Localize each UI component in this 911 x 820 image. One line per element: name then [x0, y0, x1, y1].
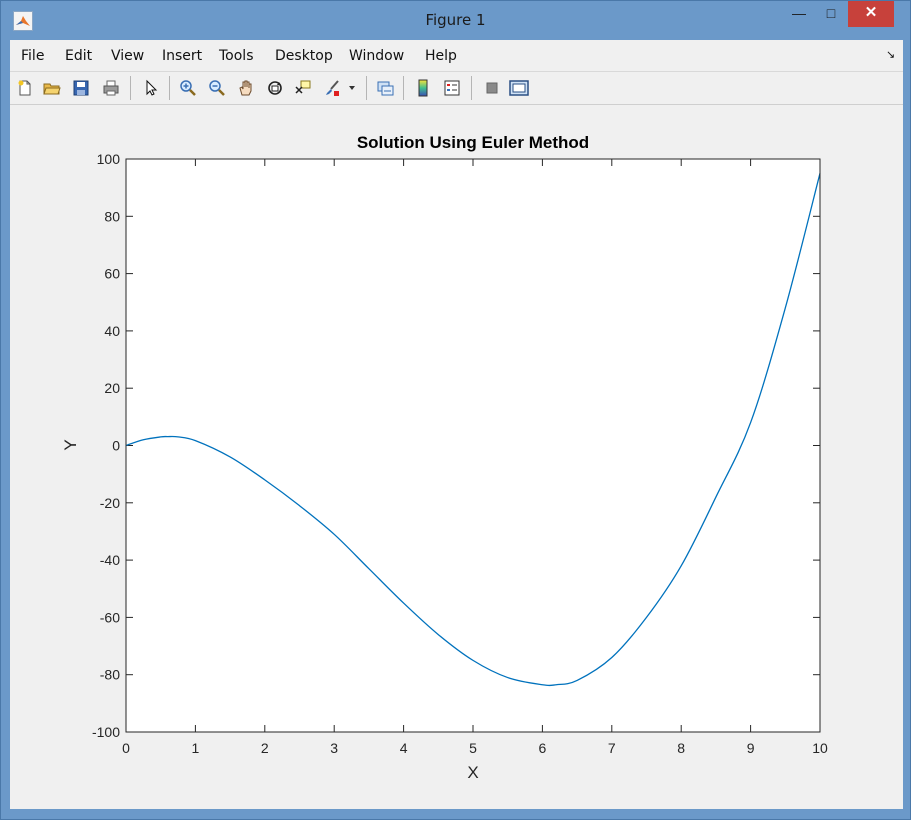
- toolbar-separator: [366, 76, 367, 100]
- axes-background[interactable]: [126, 159, 820, 732]
- y-tick-label: 20: [104, 380, 120, 396]
- toolbar-separator: [471, 76, 472, 100]
- y-tick-label: 100: [97, 151, 121, 167]
- dock-arrow-icon[interactable]: ↘: [886, 49, 896, 61]
- x-axis-label: X: [467, 763, 478, 782]
- x-tick-label: 10: [812, 740, 828, 756]
- x-tick-label: 1: [192, 740, 200, 756]
- toolbar-separator: [169, 76, 170, 100]
- dropdown-arrow-icon[interactable]: [346, 77, 358, 99]
- y-tick-label: -80: [100, 667, 120, 683]
- y-tick-label: -40: [100, 552, 120, 568]
- toolbar-separator: [403, 76, 404, 100]
- menu-file[interactable]: File: [21, 48, 45, 64]
- y-tick-label: 0: [112, 438, 120, 454]
- x-tick-label: 8: [677, 740, 685, 756]
- y-tick-label: 80: [104, 208, 120, 224]
- show-plot-tools-icon[interactable]: [508, 77, 530, 99]
- hide-plot-tools-icon[interactable]: [481, 77, 503, 99]
- series-line[interactable]: [125, 173, 821, 687]
- figure-canvas[interactable]: 0 1 2 3 4 5 6 7 8 9 10 -100 -80 -60 -40 -20 0 20 40 60 80 100…: [10, 105, 903, 809]
- axes-box: [125, 158, 821, 733]
- menu-help[interactable]: Help: [425, 48, 457, 64]
- toolbar: [10, 72, 903, 105]
- menu-window[interactable]: Window: [349, 48, 405, 64]
- brush-icon[interactable]: [321, 77, 343, 99]
- x-tick-label: 5: [469, 740, 477, 756]
- zoom-in-icon[interactable]: [177, 77, 199, 99]
- tick-labels: 0 1 2 3 4 5 6 7 8 9 10 -100 -80 -60 -40 -20 0 20 40 60 80 100: [92, 151, 828, 756]
- toolbar-separator: [130, 76, 131, 100]
- menu-insert[interactable]: Insert: [162, 48, 203, 64]
- insert-legend-icon[interactable]: [441, 77, 463, 99]
- new-figure-icon[interactable]: [14, 77, 36, 99]
- menu-desktop[interactable]: Desktop: [275, 48, 333, 64]
- y-axis-label: Y: [61, 439, 80, 450]
- rotate-3d-icon[interactable]: [264, 77, 286, 99]
- chart-title: Solution Using Euler Method: [357, 133, 589, 152]
- x-tick-label: 3: [330, 740, 338, 756]
- window-title: Figure 1: [425, 11, 486, 29]
- open-file-icon[interactable]: [41, 77, 63, 99]
- x-tick-label: 0: [122, 740, 130, 756]
- y-tick-label: 40: [104, 323, 120, 339]
- menu-edit[interactable]: Edit: [65, 48, 93, 64]
- zoom-out-icon[interactable]: [206, 77, 228, 99]
- data-cursor-icon[interactable]: [292, 77, 314, 99]
- x-tick-label: 4: [400, 740, 408, 756]
- matlab-icon[interactable]: [13, 11, 33, 31]
- edit-plot-icon[interactable]: [140, 77, 162, 99]
- menu-view[interactable]: View: [111, 48, 145, 64]
- print-figure-icon[interactable]: [100, 77, 122, 99]
- y-tick-label: -100: [92, 724, 120, 740]
- minimize-button[interactable]: —: [792, 5, 806, 21]
- pan-icon[interactable]: [235, 77, 257, 99]
- y-tick-label: -20: [100, 495, 120, 511]
- menu-bar: File Edit View Insert Tools Desktop Wind…: [10, 40, 903, 72]
- close-button[interactable]: ✕: [848, 1, 894, 27]
- x-tick-label: 9: [747, 740, 755, 756]
- title-bar[interactable]: Figure 1 — □ ✕: [1, 1, 910, 39]
- save-figure-icon[interactable]: [70, 77, 92, 99]
- insert-colorbar-icon[interactable]: [412, 77, 434, 99]
- y-tick-label: 60: [104, 266, 120, 282]
- link-plot-icon[interactable]: [374, 77, 396, 99]
- x-tick-label: 6: [539, 740, 547, 756]
- x-tick-label: 7: [608, 740, 616, 756]
- menu-tools[interactable]: Tools: [219, 48, 254, 64]
- plot-area[interactable]: 0 1 2 3 4 5 6 7 8 9 10 -100 -80 -60 -40 -20 0 20 40 60 80 100…: [10, 105, 903, 809]
- y-tick-label: -60: [100, 609, 120, 625]
- x-tick-label: 2: [261, 740, 269, 756]
- maximize-button[interactable]: □: [826, 5, 836, 21]
- matlab-logo-graphic: [16, 16, 30, 26]
